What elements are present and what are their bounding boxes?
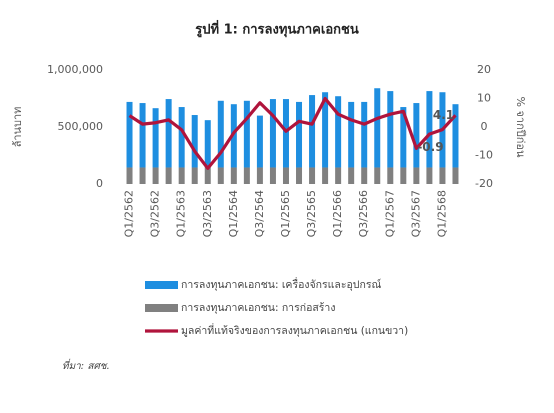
bar: [178, 107, 185, 168]
bar: [191, 167, 198, 184]
y-axis-label: ล้านบาท: [11, 107, 24, 148]
bar: [243, 100, 250, 168]
x-tick-label: Q1/2562: [123, 190, 136, 237]
bar: [452, 167, 459, 184]
bar: [374, 88, 381, 168]
bar: [296, 101, 303, 168]
bar: [178, 167, 185, 184]
bar: [348, 167, 355, 184]
bar: [309, 167, 316, 184]
bar: [335, 96, 342, 168]
y-tick-label: 0: [96, 177, 103, 190]
x-tick-label: Q1/2564: [227, 190, 240, 237]
bar: [126, 101, 133, 168]
bar: [387, 167, 394, 184]
bar: [165, 167, 172, 184]
bar: [374, 167, 381, 184]
bar: [361, 167, 368, 184]
x-tick-label: Q3/2565: [305, 190, 318, 237]
bar: [139, 103, 146, 168]
bar: [426, 167, 433, 184]
bar: [400, 167, 407, 184]
x-tick-label: Q1/2565: [279, 190, 292, 237]
legend-label: การลงทุนภาคเอกชน: การก่อสร้าง: [181, 302, 335, 314]
y2-tick-label: -20: [475, 177, 493, 190]
x-tick-label: Q3/2563: [201, 190, 214, 237]
bar: [217, 167, 224, 184]
x-tick-label: Q3/2564: [253, 190, 266, 237]
y2-tick-label: 0: [481, 120, 488, 133]
bar: [400, 107, 407, 168]
bar: [139, 167, 146, 184]
source-note: ที่มา: สศช.: [62, 358, 110, 372]
bar: [230, 167, 237, 184]
bar: [256, 115, 263, 168]
legend-swatch: [145, 304, 178, 312]
bar: [204, 167, 211, 184]
bar: [348, 101, 355, 168]
bar: [126, 167, 133, 184]
bar: [256, 167, 263, 184]
bar: [230, 104, 237, 168]
chart-title: รูปที่ 1: การลงทุนภาคเอกชน: [195, 20, 359, 38]
bar: [282, 99, 289, 168]
x-tick-label: Q1/2568: [435, 190, 448, 237]
x-tick-label: Q1/2567: [383, 190, 396, 237]
bar: [217, 100, 224, 168]
bar: [269, 99, 276, 168]
y2-tick-label: 20: [477, 63, 491, 76]
bar: [335, 167, 342, 184]
y2-tick-label: -10: [475, 149, 493, 162]
bar: [243, 167, 250, 184]
bar: [282, 167, 289, 184]
legend-swatch: [145, 281, 178, 289]
data-label: -0.9: [417, 140, 443, 154]
bar: [322, 92, 329, 168]
x-tick-label: Q1/2566: [331, 190, 344, 237]
x-tick-label: Q3/2567: [409, 190, 422, 237]
bar: [152, 167, 159, 184]
bar: [452, 104, 459, 168]
bar: [361, 101, 368, 168]
x-tick-label: Q3/2562: [149, 190, 162, 237]
bar: [413, 167, 420, 184]
y2-tick-label: 10: [477, 92, 491, 105]
line: [128, 96, 457, 170]
bar: [269, 167, 276, 184]
y-tick-label: 1,000,000: [47, 63, 103, 76]
y2-axis-label: % จากปีก่อน: [514, 97, 527, 158]
x-tick-label: Q3/2566: [357, 190, 370, 237]
bar: [204, 120, 211, 168]
bar: [152, 108, 159, 168]
legend-label: การลงทุนภาคเอกชน: เครื่องจักรและอุปกรณ์: [181, 277, 381, 291]
bar: [413, 103, 420, 168]
bar: [191, 115, 198, 168]
bar: [426, 91, 433, 168]
bar: [439, 167, 446, 184]
bar: [387, 91, 394, 168]
bar: [309, 95, 316, 168]
bar: [165, 99, 172, 168]
y-tick-label: 500,000: [58, 120, 104, 133]
data-label: 4.1: [433, 108, 454, 122]
legend-label: มูลค่าที่แท้จริงของการลงทุนภาคเอกชน (แกน…: [181, 323, 408, 337]
x-tick-label: Q1/2563: [175, 190, 188, 237]
bar: [296, 167, 303, 184]
bar: [322, 167, 329, 184]
